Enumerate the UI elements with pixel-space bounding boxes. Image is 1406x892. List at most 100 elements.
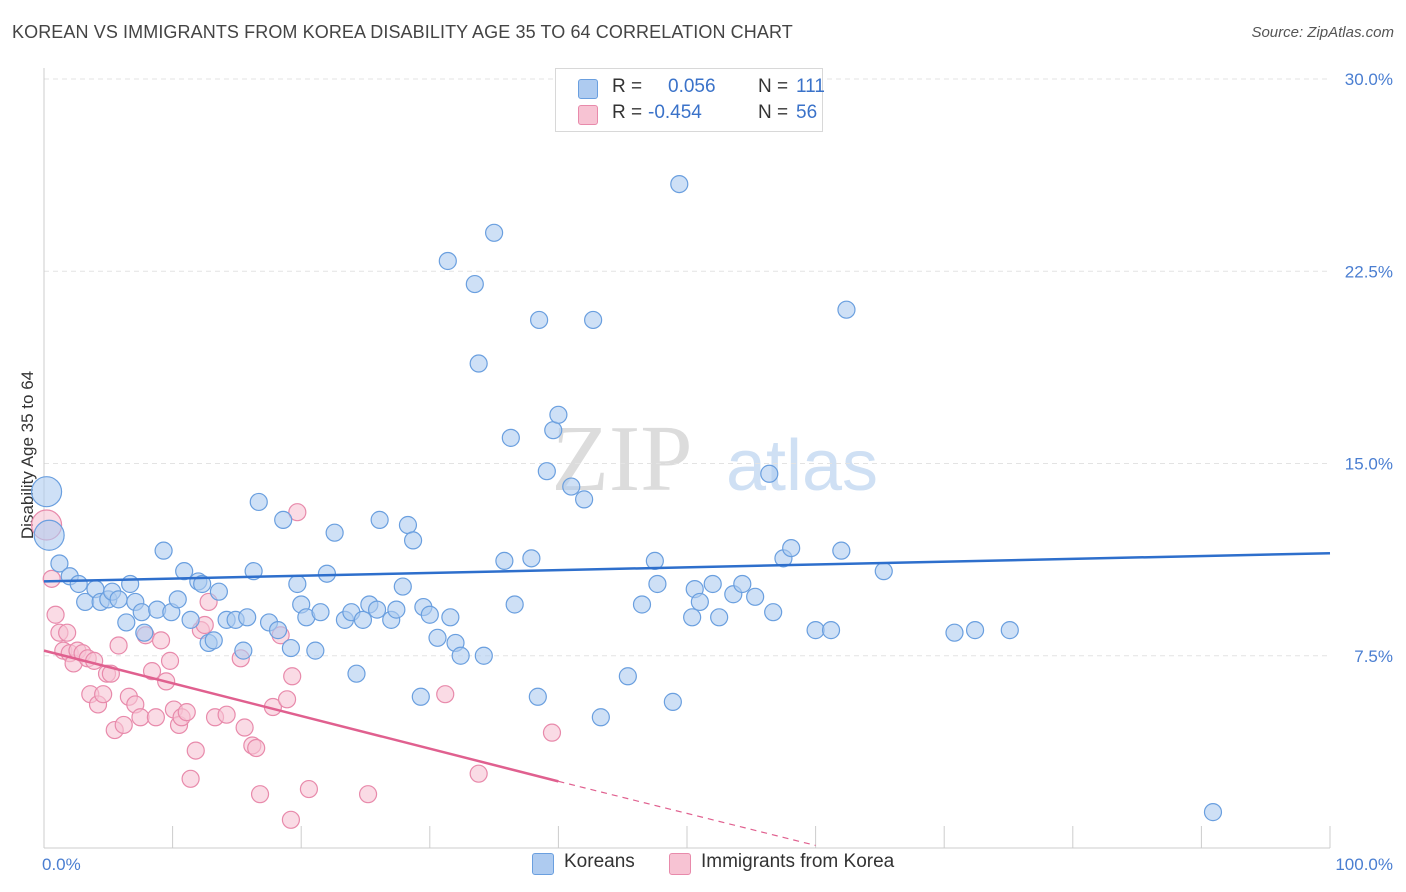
koreans-point: [495, 551, 514, 571]
koreans-label: Koreans: [564, 851, 635, 872]
koreans-point: [501, 428, 520, 447]
koreans-point: [806, 621, 825, 640]
koreans-point: [537, 462, 556, 481]
koreans-points: [30, 174, 1223, 822]
trend-lines: [43, 551, 1331, 847]
koreans-point: [485, 223, 504, 242]
koreans-point: [387, 600, 406, 619]
correlation-legend: R = 0.056 N = 111 R = -0.454 N = 56: [555, 68, 825, 132]
koreans-point: [441, 608, 460, 627]
koreans-point: [403, 531, 423, 550]
koreans-point: [760, 464, 779, 483]
koreans-point: [965, 621, 985, 640]
immigrants-point: [469, 764, 488, 783]
tick-labels: 7.5% 15.0% 22.5% 30.0% 0.0% 100.0%: [42, 70, 1393, 874]
immigrants-trend-extension: [558, 780, 816, 847]
koreans-point: [132, 603, 151, 622]
immigrants-point: [177, 703, 196, 722]
koreans-point: [50, 554, 69, 573]
n-value: 111: [796, 76, 825, 97]
immigrants-point: [235, 718, 254, 737]
koreans-point: [874, 562, 893, 581]
immigrants-point: [186, 741, 205, 760]
koreans-point: [837, 300, 856, 319]
immigrants-point: [114, 715, 133, 735]
r-label: R =: [612, 102, 643, 123]
koreans-point: [591, 708, 610, 727]
immigrants-point: [358, 785, 378, 804]
n-label: N =: [758, 102, 789, 123]
koreans-point: [306, 641, 325, 660]
koreans-trend-line: [43, 551, 1331, 583]
immigrants-point: [281, 810, 301, 829]
koreans-point: [645, 551, 664, 571]
koreans-point: [288, 574, 307, 594]
koreans-point: [370, 510, 389, 529]
axes: [43, 68, 1331, 849]
koreans-point: [30, 476, 63, 508]
koreans-point: [168, 590, 187, 609]
koreans-point: [325, 523, 344, 542]
koreans-point: [683, 608, 702, 627]
koreans-point: [832, 541, 851, 560]
koreans-point: [244, 562, 263, 581]
koreans-point: [575, 490, 594, 509]
immigrants-point: [46, 605, 65, 624]
immigrants-points: [30, 503, 562, 829]
koreans-point: [311, 603, 330, 622]
immigrants-point: [94, 685, 113, 704]
koreans-point: [121, 574, 140, 594]
r-value: -0.454: [648, 102, 702, 123]
koreans-point: [733, 574, 752, 594]
koreans-point: [1203, 803, 1223, 822]
koreans-point: [117, 613, 136, 632]
koreans-point: [549, 405, 568, 424]
immigrants-swatch: [669, 853, 691, 875]
koreans-point: [465, 274, 484, 294]
koreans-point: [109, 590, 128, 609]
immigrants-point: [151, 631, 171, 650]
immigrants-point: [217, 705, 236, 724]
koreans-point: [347, 664, 366, 683]
koreans-swatch: [532, 853, 554, 875]
immigrants-point: [142, 662, 162, 681]
koreans-point: [420, 605, 439, 624]
koreans-swatch: [578, 79, 598, 99]
koreans-point: [69, 574, 88, 594]
chart-title: KOREAN VS IMMIGRANTS FROM KOREA DISABILI…: [12, 22, 793, 42]
koreans-point: [584, 310, 603, 330]
y-tick-label: 30.0%: [1345, 70, 1393, 89]
n-value: 56: [796, 102, 818, 123]
koreans-point: [175, 562, 194, 581]
x-tick-label: 0.0%: [42, 855, 81, 874]
koreans-point: [367, 600, 387, 619]
koreans-point: [398, 515, 418, 535]
koreans-point: [703, 574, 722, 594]
koreans-point: [209, 582, 228, 601]
immigrants-point: [131, 708, 150, 727]
immigrants-point: [247, 738, 266, 758]
immigrants-point: [181, 769, 200, 788]
immigrants-point: [42, 569, 61, 588]
koreans-point: [690, 592, 709, 612]
immigrants-point: [436, 685, 455, 704]
koreans-point: [249, 492, 268, 512]
watermark-atlas: atlas: [726, 426, 878, 506]
y-tick-label: 22.5%: [1345, 262, 1393, 281]
koreans-point: [135, 623, 154, 642]
koreans-point: [393, 577, 412, 596]
koreans-point: [821, 621, 841, 640]
koreans-point: [234, 641, 253, 660]
koreans-point: [648, 574, 667, 594]
koreans-point: [469, 354, 488, 373]
koreans-point: [238, 608, 257, 627]
immigrants-point: [283, 667, 302, 686]
koreans-point: [670, 174, 689, 194]
koreans-point: [154, 541, 173, 560]
koreans-point: [663, 692, 682, 711]
koreans-point: [945, 623, 964, 642]
immigrants-point: [250, 785, 270, 804]
koreans-point: [411, 687, 430, 706]
koreans-point: [530, 310, 549, 330]
